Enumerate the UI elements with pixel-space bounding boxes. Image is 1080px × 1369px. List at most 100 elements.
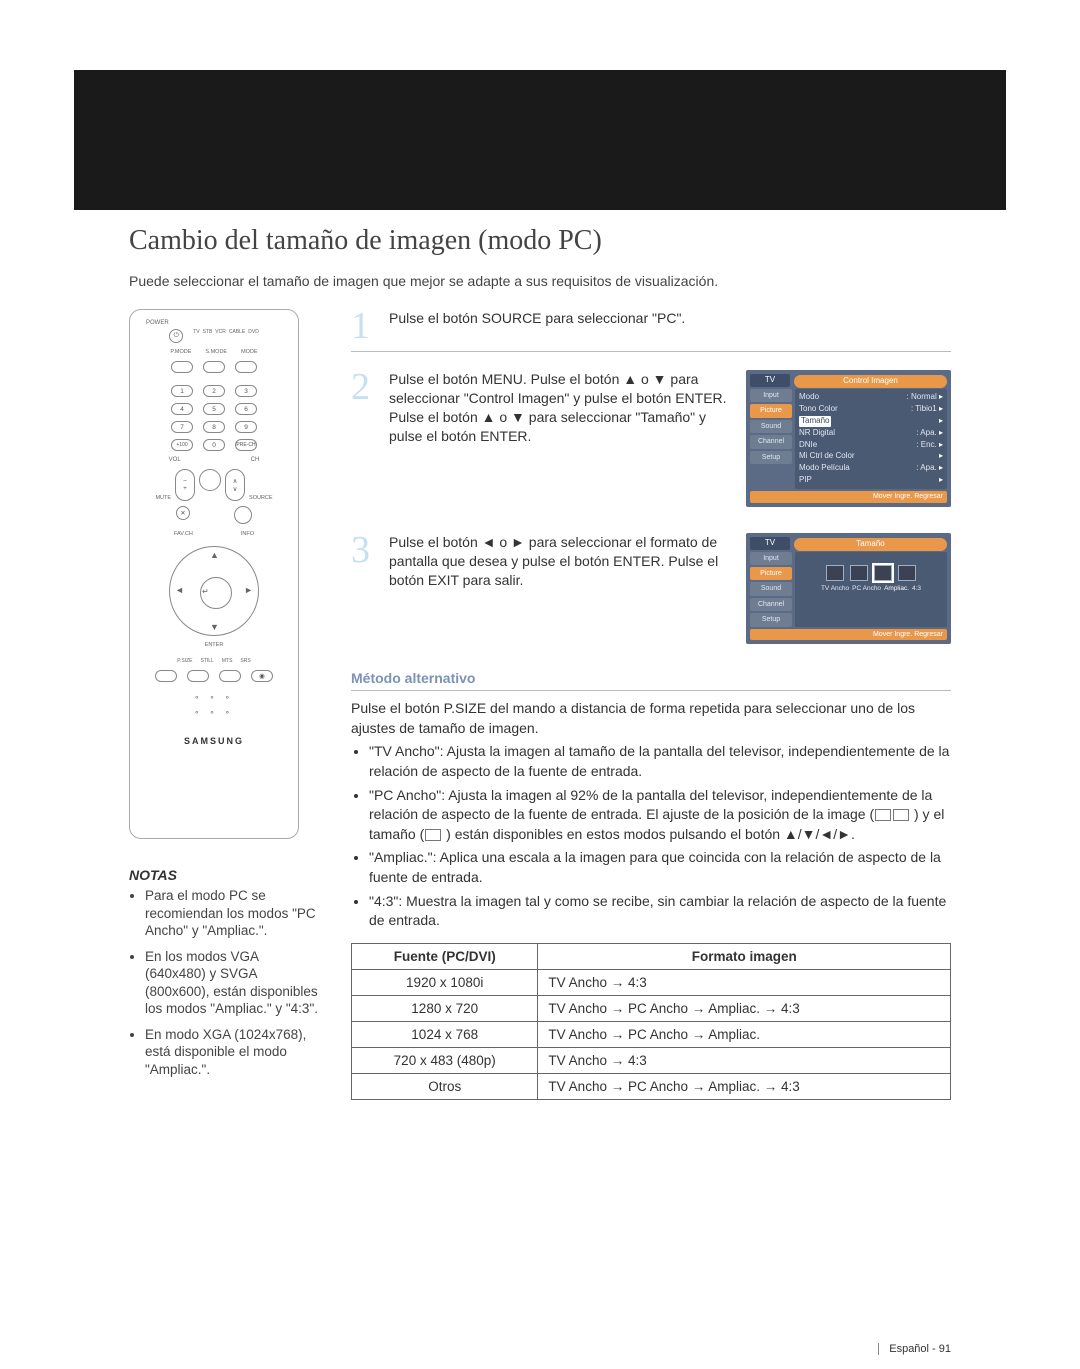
num-3[interactable]: 3 bbox=[235, 385, 257, 397]
intro-text: Puede seleccionar el tamaño de imagen qu… bbox=[129, 273, 951, 289]
osd-title: Tamaño bbox=[794, 538, 947, 551]
position-icon bbox=[893, 809, 909, 821]
page-title: Cambio del tamaño de imagen (modo PC) bbox=[129, 225, 951, 257]
size-icon-selected bbox=[874, 565, 892, 581]
mts-label: MTS bbox=[222, 658, 233, 664]
table-row: 720 x 483 (480p)TV Ancho → 4:3 bbox=[352, 1047, 951, 1073]
step-number: 2 bbox=[351, 370, 377, 507]
left-arrow-icon: ◄ bbox=[175, 585, 184, 595]
num-0[interactable]: 0 bbox=[203, 439, 225, 451]
alt-intro: Pulse el botón P.SIZE del mando a distan… bbox=[351, 699, 951, 738]
num-6[interactable]: 6 bbox=[235, 403, 257, 415]
osd-side-setup: Setup bbox=[750, 613, 792, 626]
still-label: STILL bbox=[201, 658, 214, 664]
remote-control: POWER ⏻ TVSTBVCRCABLEDVD P.MODES.MODEMOD… bbox=[129, 309, 299, 839]
nota-item: En modo XGA (1024x768), está disponible … bbox=[145, 1026, 319, 1079]
osd-control-imagen: TV Control Imagen Input Picture Sound Ch… bbox=[746, 370, 951, 507]
size-icon bbox=[850, 565, 868, 581]
osd-side-channel: Channel bbox=[750, 598, 792, 611]
position-icon bbox=[875, 809, 891, 821]
ch-label: CH bbox=[251, 457, 260, 463]
format-table: Fuente (PC/DVI) Formato imagen 1920 x 10… bbox=[351, 943, 951, 1100]
enter-label: ENTER bbox=[205, 642, 224, 648]
size-label: TV Ancho bbox=[821, 585, 849, 594]
size-label: 4:3 bbox=[912, 585, 921, 594]
mute-button[interactable]: ✕ bbox=[176, 506, 190, 520]
alt-method-heading: Método alternativo bbox=[351, 670, 951, 691]
srs-label: SRS bbox=[240, 658, 250, 664]
down-arrow-icon: ▼ bbox=[210, 622, 219, 632]
notas-heading: NOTAS bbox=[129, 867, 319, 883]
page-footer: Español - 91 bbox=[878, 1343, 951, 1355]
osd-side-picture: Picture bbox=[750, 404, 792, 417]
ch-rocker[interactable]: ∧∨ bbox=[225, 469, 245, 501]
nota-item: Para el modo PC se recomiendan los modos… bbox=[145, 887, 319, 940]
osd-side-input: Input bbox=[750, 389, 792, 402]
favch-label: FAV.CH bbox=[174, 531, 193, 537]
still-button[interactable] bbox=[187, 670, 209, 682]
info-label: INFO bbox=[241, 531, 254, 537]
table-header: Fuente (PC/DVI) bbox=[352, 943, 538, 969]
source-button[interactable] bbox=[234, 506, 252, 524]
table-row: OtrosTV Ancho → PC Ancho → Ampliac. → 4:… bbox=[352, 1073, 951, 1099]
osd-tv-label: TV bbox=[750, 537, 790, 550]
pmode-button[interactable] bbox=[171, 361, 193, 373]
osd-side-sound: Sound bbox=[750, 420, 792, 433]
psize-button[interactable] bbox=[155, 670, 177, 682]
osd-title: Control Imagen bbox=[794, 375, 947, 388]
step-number: 1 bbox=[351, 309, 377, 343]
osd-side-setup: Setup bbox=[750, 451, 792, 464]
alt-bullet: "Ampliac.": Aplica una escala a la image… bbox=[369, 848, 951, 887]
menu-button[interactable] bbox=[199, 469, 221, 491]
mts-button[interactable] bbox=[219, 670, 241, 682]
alt-bullet: "TV Ancho": Ajusta la imagen al tamaño d… bbox=[369, 742, 951, 781]
osd-tamano: TV Tamaño Input Picture Sound Channel Se… bbox=[746, 533, 951, 644]
mode-button[interactable] bbox=[235, 361, 257, 373]
psize-label: P.SIZE bbox=[177, 658, 192, 664]
alt-bullet: "4:3": Muestra la imagen tal y como se r… bbox=[369, 892, 951, 931]
osd-tv-label: TV bbox=[750, 374, 790, 387]
osd-side-input: Input bbox=[750, 552, 792, 565]
num-7[interactable]: 7 bbox=[171, 421, 193, 433]
vol-rocker[interactable]: −+ bbox=[175, 469, 195, 501]
vol-label: VOL bbox=[169, 457, 181, 463]
table-row: 1280 x 720TV Ancho → PC Ancho → Ampliac.… bbox=[352, 995, 951, 1021]
size-label: PC Ancho bbox=[852, 585, 881, 594]
step-number: 3 bbox=[351, 533, 377, 644]
size-icon bbox=[826, 565, 844, 581]
table-row: 1920 x 1080iTV Ancho → 4:3 bbox=[352, 969, 951, 995]
srs-button[interactable]: ◉ bbox=[251, 670, 273, 682]
num-1[interactable]: 1 bbox=[171, 385, 193, 397]
brand-logo: SAMSUNG bbox=[184, 736, 244, 746]
nav-ring[interactable]: ▲ ▼ ◄ ► ↵ bbox=[169, 546, 259, 636]
device-strip: TVSTBVCRCABLEDVD bbox=[193, 329, 259, 343]
power-label: POWER bbox=[146, 320, 169, 326]
num-2[interactable]: 2 bbox=[203, 385, 225, 397]
size-label: Ampliac. bbox=[884, 585, 909, 594]
size-inline-icon bbox=[425, 829, 441, 841]
osd-footer: Mover Ingre. Regresar bbox=[750, 491, 947, 502]
osd-side-channel: Channel bbox=[750, 435, 792, 448]
smode-button[interactable] bbox=[203, 361, 225, 373]
up-arrow-icon: ▲ bbox=[210, 550, 219, 560]
mode-row-labels: P.MODES.MODEMODE bbox=[170, 349, 257, 355]
enter-icon: ↵ bbox=[202, 587, 209, 596]
num-9[interactable]: 9 bbox=[235, 421, 257, 433]
step-2-text: Pulse el botón MENU. Pulse el botón ▲ o … bbox=[389, 370, 734, 507]
table-row: 1024 x 768TV Ancho → PC Ancho → Ampliac. bbox=[352, 1021, 951, 1047]
num-8[interactable]: 8 bbox=[203, 421, 225, 433]
table-header: Formato imagen bbox=[538, 943, 951, 969]
step-1-text: Pulse el botón SOURCE para seleccionar "… bbox=[389, 309, 951, 343]
osd-side-picture: Picture bbox=[750, 567, 792, 580]
power-button[interactable]: ⏻ bbox=[169, 329, 183, 343]
alt-bullet: "PC Ancho": Ajusta la imagen al 92% de l… bbox=[369, 786, 951, 845]
osd-side-sound: Sound bbox=[750, 582, 792, 595]
prech-button[interactable]: PRE-CH bbox=[235, 439, 257, 451]
plus100-button[interactable]: +100 bbox=[171, 439, 193, 451]
step-3-text: Pulse el botón ◄ o ► para seleccionar el… bbox=[389, 533, 734, 644]
source-label: SOURCE bbox=[249, 495, 273, 501]
nota-item: En los modos VGA (640x480) y SVGA (800x6… bbox=[145, 948, 319, 1018]
num-4[interactable]: 4 bbox=[171, 403, 193, 415]
num-5[interactable]: 5 bbox=[203, 403, 225, 415]
osd-footer: Mover Ingre. Regresar bbox=[750, 629, 947, 640]
